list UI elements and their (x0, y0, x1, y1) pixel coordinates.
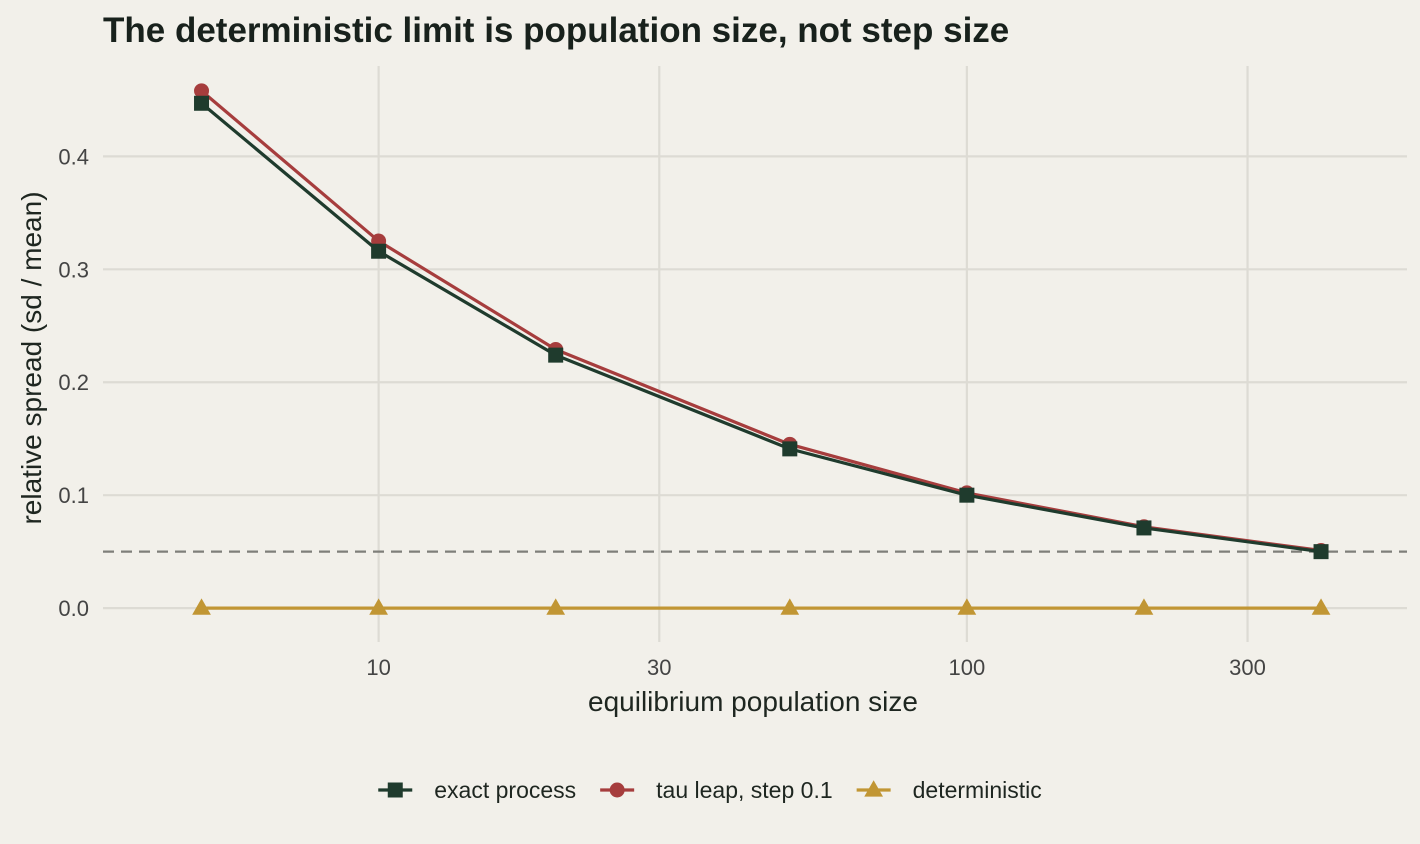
legend-label: deterministic (913, 777, 1042, 803)
legend-item: deterministic (856, 777, 1042, 803)
y-tick-label: 0.2 (58, 370, 89, 395)
legend-item: exact process (378, 777, 576, 803)
series-layer (192, 83, 1331, 615)
square-marker (371, 243, 387, 259)
series-exact-process (194, 95, 1329, 560)
square-marker (387, 782, 403, 798)
triangle-marker (780, 598, 800, 615)
x-tick-label: 100 (949, 655, 986, 680)
legend: exact process tau leap, step 0.1 determini… (378, 777, 1042, 803)
square-marker (1136, 520, 1152, 536)
x-axis-ticks: 10 30 100 300 (366, 655, 1266, 680)
y-axis-ticks: 0.0 0.1 0.2 0.3 0.4 (58, 144, 89, 621)
y-tick-label: 0.0 (58, 596, 89, 621)
square-marker (1313, 544, 1329, 560)
y-tick-label: 0.1 (58, 483, 89, 508)
square-marker (959, 487, 975, 503)
x-tick-label: 10 (366, 655, 390, 680)
y-tick-label: 0.3 (58, 257, 89, 282)
circle-marker (194, 83, 210, 99)
chart-title: The deterministic limit is population si… (103, 11, 1009, 50)
legend-label: tau leap, step 0.1 (656, 777, 832, 803)
triangle-marker (546, 598, 566, 615)
square-marker (782, 441, 798, 457)
triangle-marker (192, 598, 211, 615)
square-marker (548, 347, 564, 363)
y-tick-label: 0.4 (58, 144, 89, 169)
triangle-marker (957, 598, 977, 615)
x-tick-label: 300 (1229, 655, 1266, 680)
triangle-marker (1134, 598, 1154, 615)
circle-marker (609, 782, 625, 798)
triangle-marker (369, 598, 388, 615)
y-axis-title: relative spread (sd / mean) (16, 191, 47, 524)
square-marker (194, 95, 210, 111)
triangle-marker (1311, 598, 1331, 615)
series-deterministic (192, 598, 1331, 615)
triangle-marker (864, 780, 884, 797)
x-tick-label: 30 (647, 655, 671, 680)
legend-item: tau leap, step 0.1 (600, 777, 833, 803)
legend-label: exact process (434, 777, 576, 803)
x-axis-title: equilibrium population size (588, 686, 918, 717)
